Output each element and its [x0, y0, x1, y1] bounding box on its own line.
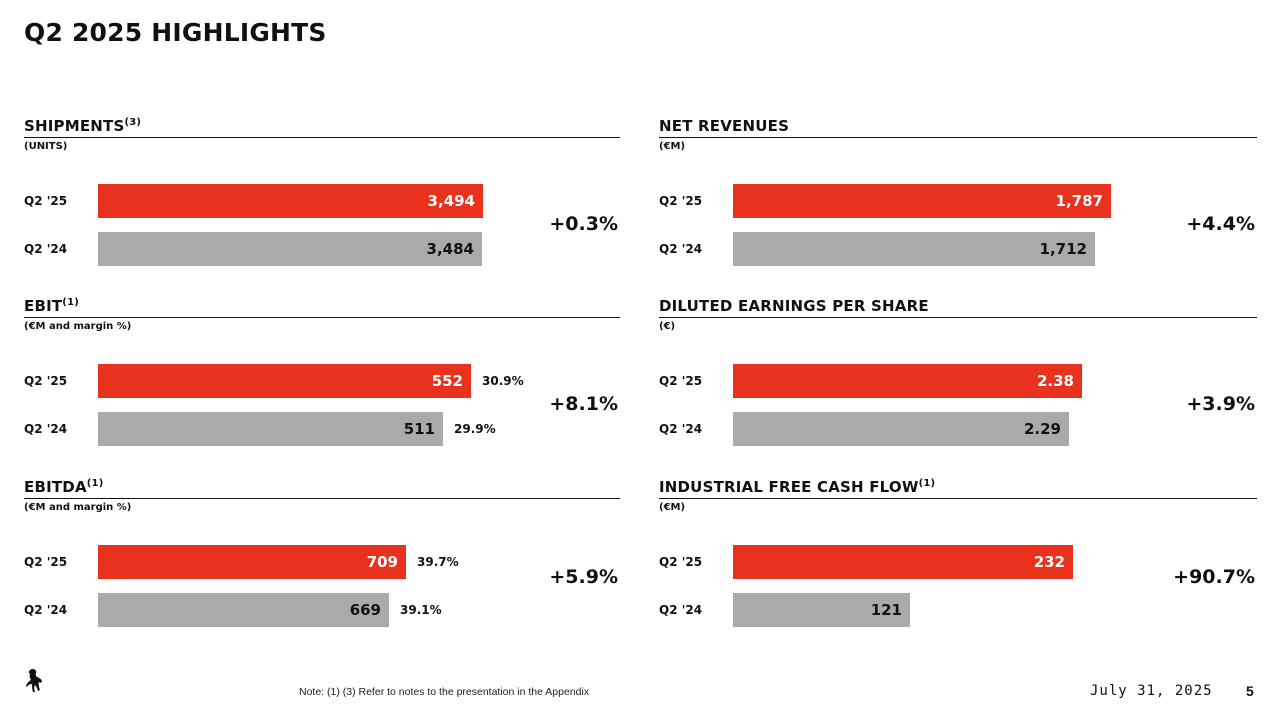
net-revenues-panel: NET REVENUES (€M) Q2 '25 1,787 Q2 '24 1,712 +4… [659, 117, 1257, 277]
ebit-unit: (€M and margin %) [24, 321, 132, 332]
bar-current-year: 3,494 [98, 184, 483, 218]
bar-prior-year: 1,712 [733, 232, 1095, 266]
margin-percent: 30.9% [482, 374, 524, 388]
shipments-unit: (UNITS) [24, 141, 68, 152]
bar-value-label: 709 [366, 553, 398, 571]
yoy-change: +4.4% [1186, 213, 1255, 235]
bar-prior-year: 2.29 [733, 412, 1069, 446]
yoy-change: +0.3% [549, 213, 618, 235]
industrial-fcf-title: INDUSTRIAL FREE CASH FLOW(1) [659, 478, 1257, 499]
ebit-panel: EBIT(1) (€M and margin %) Q2 '25 552 30.9% Q2… [24, 297, 620, 457]
yoy-change: +8.1% [549, 393, 618, 415]
yoy-change: +90.7% [1173, 566, 1255, 588]
net-revenues-unit: (€M) [659, 141, 686, 152]
ebitda-unit: (€M and margin %) [24, 502, 132, 513]
category-label: Q2 '24 [24, 603, 68, 617]
presentation-date: July 31, 2025 [1090, 683, 1213, 699]
category-label: Q2 '25 [24, 555, 68, 569]
category-label: Q2 '25 [24, 374, 68, 388]
bar-value-label: 3,494 [427, 192, 475, 210]
yoy-change: +5.9% [549, 566, 618, 588]
bar-prior-year: 121 [733, 593, 910, 627]
bar-current-year: 1,787 [733, 184, 1111, 218]
margin-percent: 39.7% [417, 555, 459, 569]
bar-current-year: 232 [733, 545, 1073, 579]
bar-value-label: 2.38 [1036, 372, 1074, 390]
yoy-change: +3.9% [1186, 393, 1255, 415]
footnote-ref: (3) [124, 117, 142, 128]
footnote-ref: (1) [86, 478, 104, 489]
margin-percent: 39.1% [400, 603, 442, 617]
margin-percent: 29.9% [454, 422, 496, 436]
net-revenues-title: NET REVENUES [659, 117, 1257, 138]
category-label: Q2 '24 [659, 422, 703, 436]
bar-value-label: 3,484 [426, 240, 474, 258]
bar-value-label: 232 [1033, 553, 1065, 571]
industrial-fcf-panel: INDUSTRIAL FREE CASH FLOW(1) (€M) Q2 '25 23… [659, 478, 1257, 638]
bar-value-label: 511 [403, 420, 435, 438]
bar-value-label: 1,712 [1039, 240, 1087, 258]
industrial-fcf-unit: (€M) [659, 502, 686, 513]
ebit-title: EBIT(1) [24, 297, 620, 318]
bar-prior-year: 3,484 [98, 232, 482, 266]
category-label: Q2 '24 [24, 422, 68, 436]
ebitda-title: EBITDA(1) [24, 478, 620, 499]
category-label: Q2 '24 [659, 242, 703, 256]
category-label: Q2 '25 [24, 194, 68, 208]
bar-value-label: 2.29 [1023, 420, 1061, 438]
footnote-ref: (1) [62, 297, 79, 308]
category-label: Q2 '25 [659, 555, 703, 569]
category-label: Q2 '24 [659, 603, 703, 617]
shipments-panel: SHIPMENTS(3) (UNITS) Q2 '25 3,494 Q2 '24 3,48… [24, 117, 620, 277]
shipments-title: SHIPMENTS(3) [24, 117, 620, 138]
ebitda-panel: EBITDA(1) (€M and margin %) Q2 '25 709 39.7%… [24, 478, 620, 638]
bar-value-label: 552 [431, 372, 463, 390]
page-number: 5 [1246, 683, 1254, 699]
bar-current-year: 709 [98, 545, 406, 579]
bar-prior-year: 669 [98, 593, 389, 627]
category-label: Q2 '25 [659, 374, 703, 388]
bar-current-year: 552 [98, 364, 471, 398]
diluted-eps-title: DILUTED EARNINGS PER SHARE [659, 297, 1257, 318]
bar-current-year: 2.38 [733, 364, 1082, 398]
prancing-horse-logo-icon [26, 668, 42, 692]
bar-value-label: 121 [870, 601, 902, 619]
footnote-ref: (1) [918, 478, 936, 489]
diluted-eps-unit: (€) [659, 321, 676, 332]
footnote: Note: (1) (3) Refer to notes to the pres… [299, 686, 590, 698]
category-label: Q2 '25 [659, 194, 703, 208]
diluted-eps-panel: DILUTED EARNINGS PER SHARE (€) Q2 '25 2.38 Q… [659, 297, 1257, 457]
bar-prior-year: 511 [98, 412, 443, 446]
bar-value-label: 669 [349, 601, 381, 619]
page-title: Q2 2025 HIGHLIGHTS [24, 18, 327, 47]
bar-value-label: 1,787 [1055, 192, 1103, 210]
category-label: Q2 '24 [24, 242, 68, 256]
